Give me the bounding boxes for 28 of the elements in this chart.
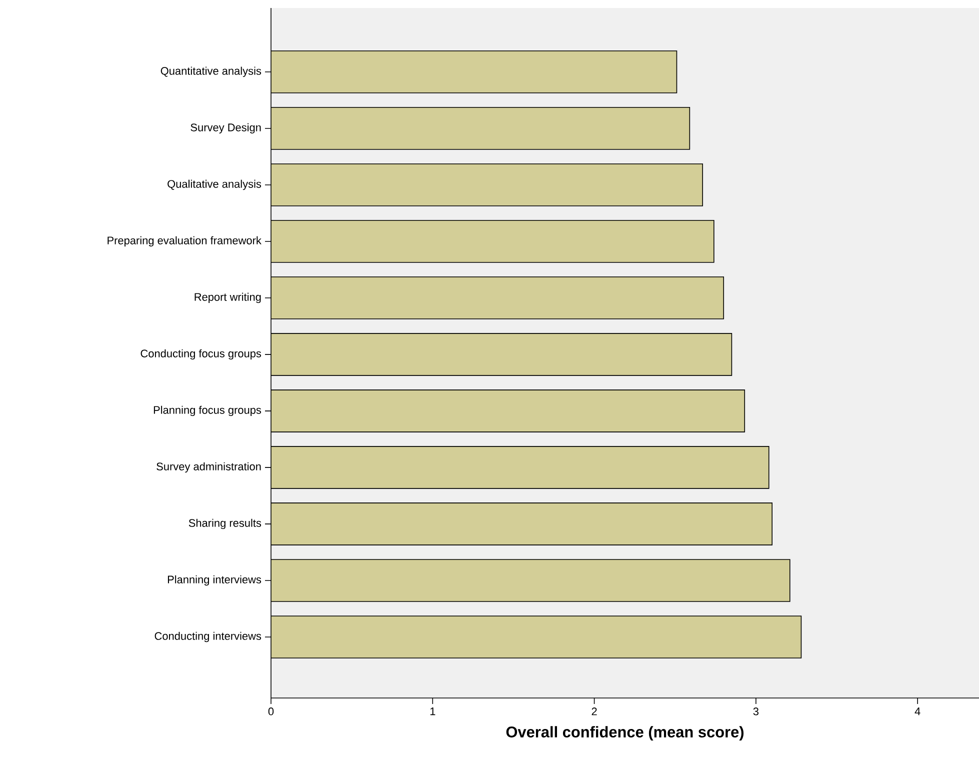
y-tick-label: Qualitative analysis <box>168 180 262 190</box>
bar <box>271 502 772 546</box>
bar <box>271 220 714 263</box>
y-tick-label: Conducting focus groups <box>140 349 262 360</box>
bar <box>271 333 732 376</box>
y-tick-label: Planning focus groups <box>154 406 262 416</box>
bar <box>271 390 746 432</box>
bar <box>271 559 790 602</box>
bar <box>271 276 724 320</box>
x-tick-label: 0 <box>268 708 274 716</box>
bar <box>271 163 703 206</box>
x-tick-label: 3 <box>753 708 758 716</box>
x-tick-label: 4 <box>914 708 920 716</box>
bar <box>271 106 690 150</box>
x-tick-label: 1 <box>430 708 436 716</box>
y-tick-label: Sharing results <box>188 518 262 530</box>
y-tick-label: Planning interviews <box>168 575 262 586</box>
bar <box>271 446 770 489</box>
y-tick-label: Quantitative analysis <box>160 66 262 77</box>
y-tick-label: Conducting interviews <box>154 632 262 642</box>
y-tick-label: Report writing <box>194 292 261 304</box>
bar <box>271 616 802 658</box>
x-tick-label: 2 <box>592 708 597 716</box>
y-tick-label: Preparing evaluation framework <box>108 236 262 246</box>
x-axis-title: Overall confidence (mean score) <box>506 726 744 741</box>
y-tick-label: Survey Design <box>190 123 261 134</box>
bar <box>271 50 678 94</box>
y-tick-label: Survey administration <box>156 462 261 473</box>
